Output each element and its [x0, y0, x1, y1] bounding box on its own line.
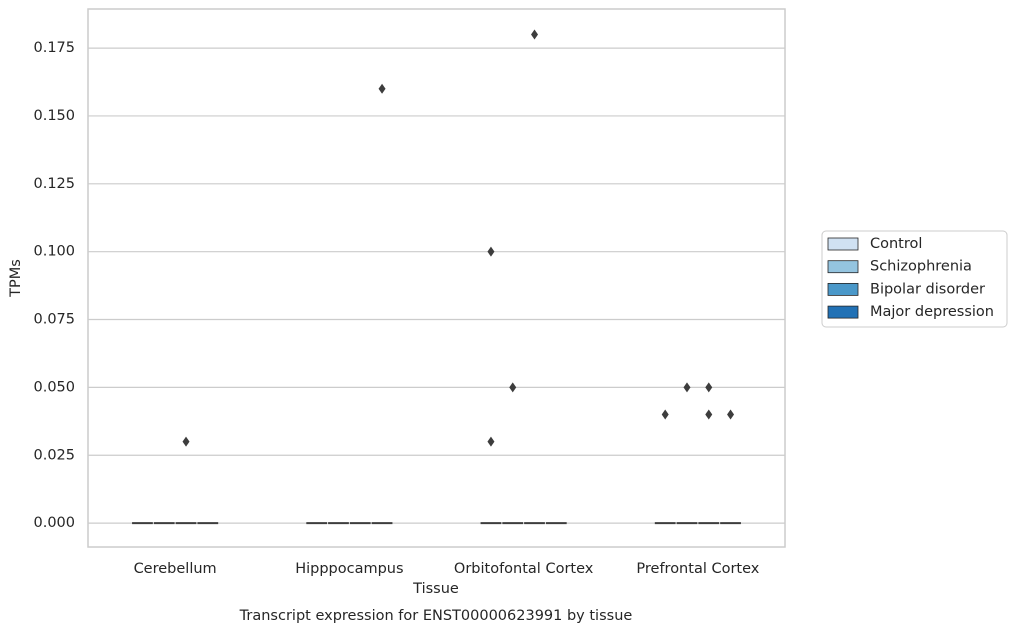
x-tick-label: Prefrontal Cortex	[636, 561, 759, 577]
outlier	[705, 382, 713, 393]
legend-swatch	[827, 282, 859, 296]
outlier	[487, 436, 495, 447]
outlier	[487, 246, 495, 257]
legend-swatch	[827, 305, 859, 319]
y-tick-label: 0.125	[33, 176, 75, 192]
x-tick-label: Hipppocampus	[295, 561, 403, 577]
x-tick-label: Cerebellum	[134, 561, 217, 577]
y-axis-label: TPMs	[8, 259, 24, 298]
outlier	[705, 409, 713, 420]
plot-frame	[87, 8, 786, 548]
legend-label: Control	[870, 236, 922, 252]
outlier	[509, 382, 517, 393]
outlier	[182, 436, 190, 447]
legend-box	[821, 230, 1008, 328]
y-tick-label: 0.150	[33, 108, 75, 124]
y-tick-label: 0.025	[33, 447, 75, 463]
chart-title: Transcript expression for ENST0000062399…	[239, 608, 633, 624]
y-tick-label: 0.000	[33, 515, 75, 531]
outlier	[661, 409, 669, 420]
legend-label: Bipolar disorder	[870, 281, 985, 297]
y-tick-label: 0.100	[33, 244, 75, 260]
x-axis-label: Tissue	[412, 581, 459, 597]
legend-label: Major depression	[870, 304, 994, 320]
outlier	[727, 409, 735, 420]
legend-label: Schizophrenia	[870, 259, 972, 275]
y-tick-label: 0.050	[33, 379, 75, 395]
outlier	[683, 382, 691, 393]
y-tick-label: 0.175	[33, 40, 75, 56]
outlier	[378, 83, 386, 94]
legend-swatch	[827, 260, 859, 274]
x-tick-label: Orbitofontal Cortex	[454, 561, 594, 577]
outlier	[531, 29, 539, 40]
y-tick-label: 0.075	[33, 312, 75, 328]
legend-swatch	[827, 237, 859, 251]
